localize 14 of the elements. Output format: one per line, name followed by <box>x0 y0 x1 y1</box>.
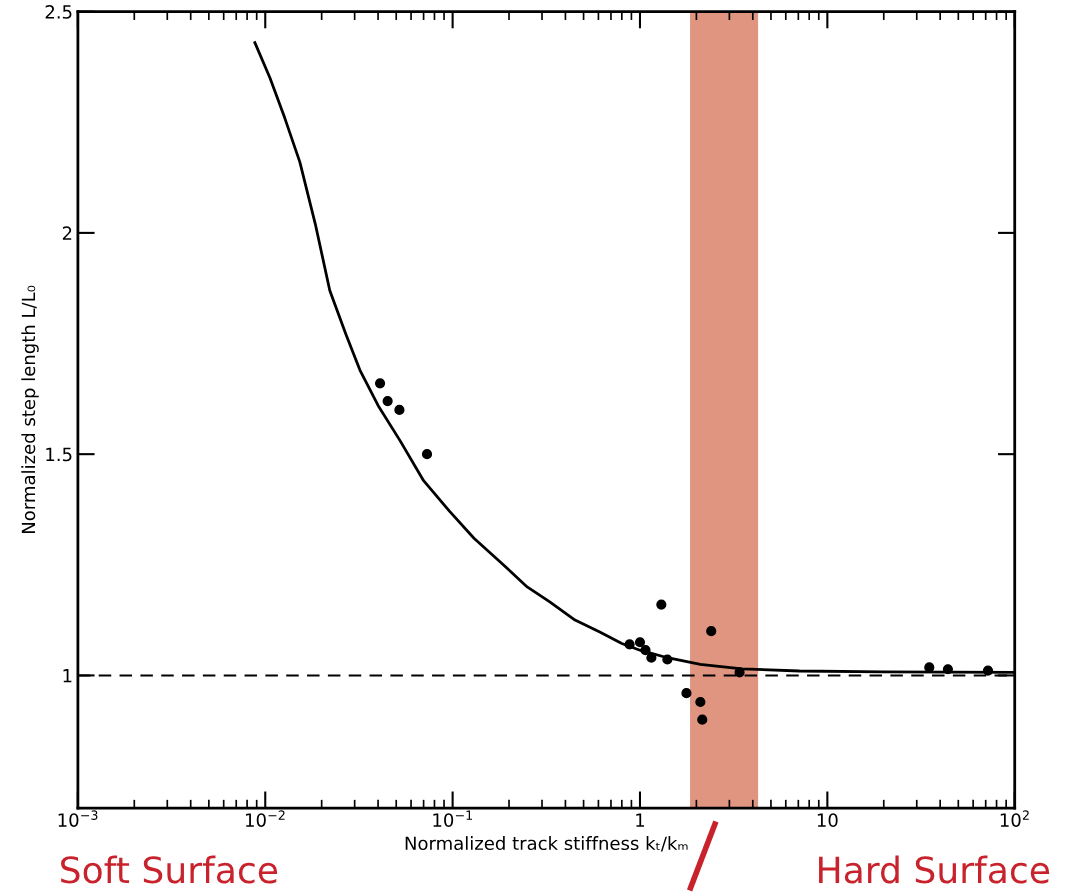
text: Soft Surface <box>61 855 278 884</box>
x-tick-label: 10$^{−2}$ <box>246 810 285 827</box>
y-tick-label: 2 <box>62 226 72 240</box>
x-tick-label: 10$^{−3}$ <box>58 810 98 827</box>
text: Hard Surface <box>819 855 1050 884</box>
y-tick-label: 1.5 <box>46 447 72 462</box>
y-tick-label: 2.5 <box>45 5 72 19</box>
x-axis-title: Normalized track stiffness kₜ/kₘ <box>405 836 688 852</box>
y-tick-label: 1 <box>63 669 72 683</box>
x-tick-label: 1 <box>636 813 645 827</box>
x-tick-label: 10 <box>817 813 838 828</box>
y-axis-title: Normalized step length L/L₀ <box>21 285 39 533</box>
x-tick-label: 10$^{−1}$ <box>433 810 473 827</box>
x-tick-label: 10$^{2}$ <box>1000 810 1029 827</box>
